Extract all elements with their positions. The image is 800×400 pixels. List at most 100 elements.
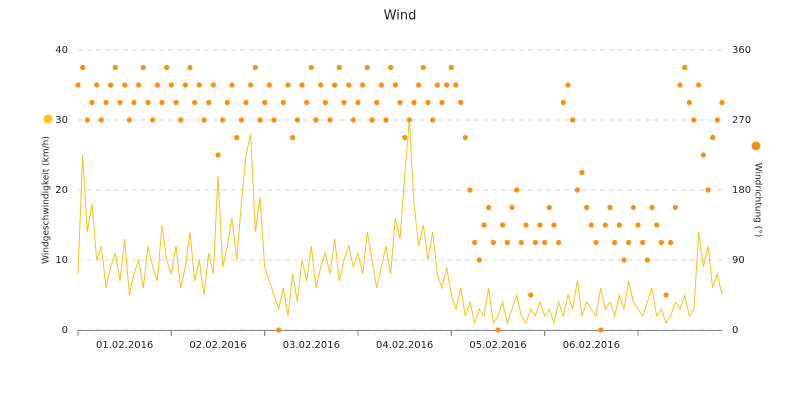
wind-direction-point: [719, 99, 725, 106]
wind-direction-point: [556, 239, 562, 246]
wind-direction-point: [663, 292, 669, 298]
wind-direction-point: [299, 82, 305, 88]
wind-direction-point: [178, 117, 184, 123]
x-tick-label: 01.02.2016: [96, 340, 153, 351]
wind-direction-point: [691, 117, 697, 123]
wind-direction-point: [672, 204, 678, 211]
wind-direction-point: [145, 99, 151, 106]
wind-direction-point: [196, 82, 202, 88]
wind-direction-point: [234, 134, 240, 141]
chart-title: Wind: [384, 9, 417, 24]
wind-direction-point: [686, 99, 692, 106]
wind-direction-point: [164, 64, 170, 71]
wind-direction-point: [495, 327, 501, 333]
wind-direction-point: [486, 204, 492, 211]
wind-direction-point: [598, 327, 604, 333]
wind-direction-point: [710, 134, 716, 141]
wind-direction-point: [612, 239, 618, 246]
wind-direction-point: [654, 222, 660, 228]
wind-direction-point: [383, 117, 389, 123]
wind-direction-point: [89, 99, 95, 106]
wind-direction-point: [378, 82, 384, 88]
wind-direction-point: [542, 239, 548, 246]
wind-direction-point: [402, 134, 408, 141]
wind-direction-point: [593, 239, 599, 246]
wind-direction-point: [257, 117, 263, 123]
wind-direction-point: [122, 82, 128, 88]
wind-direction-point: [215, 152, 221, 158]
wind-direction-point: [140, 64, 146, 71]
wind-direction-point: [504, 239, 510, 246]
wind-direction-point: [220, 117, 226, 123]
wind-direction-point: [602, 222, 608, 228]
wind-direction-point: [532, 239, 538, 246]
wind-direction-point: [579, 169, 585, 176]
wind-direction-point: [388, 64, 394, 71]
wind-direction-point: [238, 117, 244, 123]
wind-direction-point: [546, 204, 552, 211]
wind-direction-point: [285, 82, 291, 88]
wind-direction-point: [350, 117, 356, 123]
wind-direction-point: [304, 99, 310, 106]
wind-direction-point: [682, 64, 688, 71]
wind-direction-point: [551, 222, 557, 228]
wind-direction-point: [80, 64, 86, 71]
wind-direction-point: [94, 82, 100, 88]
wind-direction-point: [514, 187, 520, 193]
wind-direction-point: [472, 239, 478, 246]
wind-direction-point: [518, 239, 524, 246]
wind-direction-point: [584, 204, 590, 211]
wind-direction-point: [280, 99, 286, 106]
legend-marker: [751, 141, 761, 151]
wind-direction-point: [294, 117, 300, 123]
wind-direction-point: [411, 99, 417, 106]
wind-direction-point: [103, 99, 109, 106]
wind-direction-point: [509, 204, 515, 211]
wind-direction-point: [332, 82, 338, 88]
wind-direction-point: [700, 152, 706, 158]
wind-direction-point: [481, 222, 487, 228]
wind-direction-point: [476, 257, 482, 263]
wind-direction-point: [266, 82, 272, 88]
wind-direction-point: [714, 117, 720, 123]
wind-direction-point: [136, 82, 142, 88]
y-axis-title: Windgeschwindigkeit (km/h): [42, 136, 52, 264]
x-tick-label: 05.02.2016: [469, 340, 526, 351]
y-tick-label: 40: [55, 45, 68, 56]
wind-direction-point: [182, 82, 188, 88]
wind-direction-point: [635, 222, 641, 228]
wind-direction-point: [607, 204, 613, 211]
wind-direction-point: [448, 64, 454, 71]
wind-direction-point: [355, 99, 361, 106]
wind-direction-point: [173, 99, 179, 106]
wind-direction-point: [560, 99, 566, 106]
wind-direction-point: [229, 82, 235, 88]
x-tick-label: 06.02.2016: [563, 340, 620, 351]
wind-direction-point: [374, 99, 380, 106]
wind-direction-point: [327, 117, 333, 123]
wind-direction-point: [439, 99, 445, 106]
wind-direction-point: [84, 117, 90, 123]
wind-direction-point: [271, 117, 277, 123]
wind-direction-point: [369, 117, 375, 123]
wind-direction-point: [360, 82, 366, 88]
wind-direction-point: [192, 99, 198, 106]
wind-direction-point: [630, 204, 636, 211]
y2-tick-label: 180: [732, 185, 751, 196]
y-tick-label: 0: [62, 325, 68, 336]
wind-direction-point: [677, 82, 683, 88]
wind-direction-point: [588, 222, 594, 228]
wind-direction-point: [616, 222, 622, 228]
y-tick-label: 30: [55, 115, 68, 126]
wind-direction-point: [336, 64, 342, 71]
wind-direction-point: [346, 82, 352, 88]
x-tick-label: 03.02.2016: [283, 340, 340, 351]
y2-tick-label: 270: [732, 115, 751, 126]
wind-direction-point: [210, 82, 216, 88]
wind-direction-point: [290, 134, 296, 141]
wind-direction-point: [444, 82, 450, 88]
wind-direction-point: [574, 187, 580, 193]
